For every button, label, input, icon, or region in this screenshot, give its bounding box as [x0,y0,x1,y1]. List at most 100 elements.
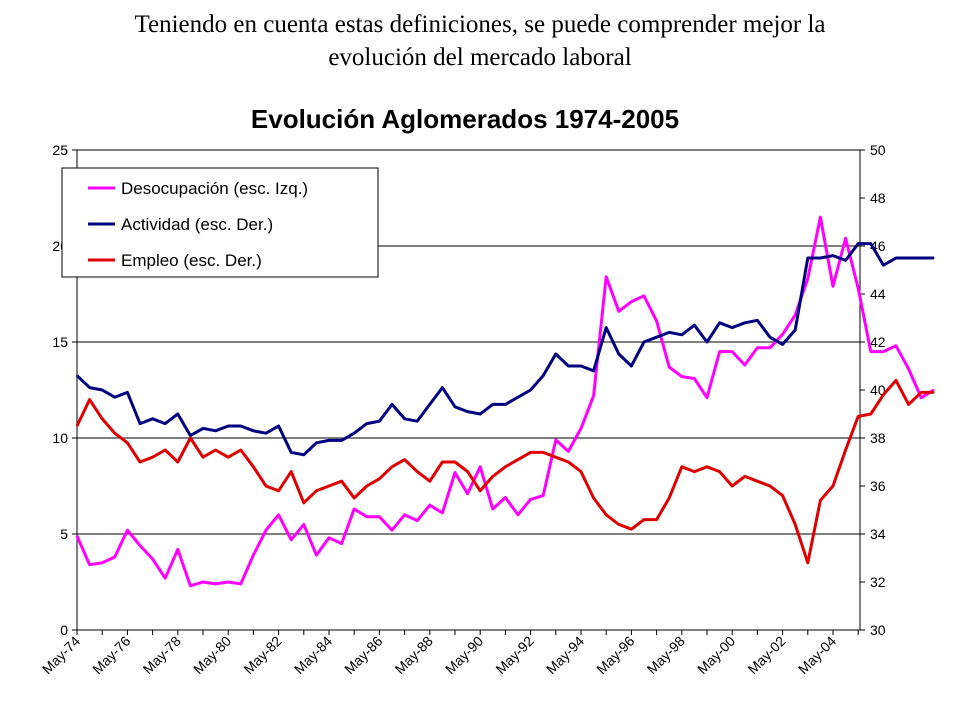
data-point [756,319,759,322]
data-point [933,257,935,259]
data-point [290,539,293,541]
data-point [857,287,859,290]
data-point [882,264,885,267]
data-point [895,345,897,347]
data-point [189,437,192,439]
data-point [555,353,557,355]
data-point [466,470,469,473]
data-point [76,535,78,537]
data-point [151,418,154,420]
data-point [139,422,141,425]
data-point [756,347,759,349]
data-point [492,508,494,510]
data-point [895,257,897,259]
data-point [76,425,78,427]
data-point [907,257,910,259]
data-point [718,350,721,353]
x-tick-label: May-90 [442,633,486,677]
data-point [76,374,78,377]
data-point [403,514,406,516]
data-point [403,418,406,420]
data-point [441,512,444,514]
data-point [605,275,607,278]
data-point [214,583,217,585]
data-point [794,314,796,316]
data-point [416,470,419,473]
legend-label-empleo: Empleo (esc. Der.) [121,251,262,270]
data-point [441,386,444,389]
data-point [580,365,582,367]
data-point [517,396,519,399]
data-point [164,577,166,579]
data-point [265,485,267,487]
data-point [252,554,255,556]
data-point [454,471,456,474]
data-point [139,461,141,463]
data-point [870,413,872,415]
data-point [655,320,658,322]
data-point [340,439,343,442]
data-point [416,519,419,522]
data-point [492,403,494,406]
x-tick-label: May-00 [694,633,738,677]
right-tick-label: 34 [870,526,886,542]
data-point [807,277,809,280]
data-point [794,523,796,526]
data-point [466,410,469,413]
data-point [731,326,733,329]
data-point [542,451,544,454]
x-tick-label: May-86 [341,633,385,677]
data-point [668,366,670,368]
data-point [605,326,607,329]
data-point [794,329,796,331]
data-point [681,334,683,336]
data-point [655,518,658,521]
series-1 [75,242,935,457]
data-point [933,389,935,391]
data-point [479,466,482,468]
data-point [731,485,733,487]
data-point [769,336,771,339]
data-point [265,432,267,435]
data-point [857,415,859,418]
series-layer [75,215,935,588]
data-point [592,370,595,372]
series-line [75,378,934,565]
data-point [529,451,532,454]
data-point [529,498,532,501]
data-point [504,496,507,499]
data-point [315,442,318,444]
data-point [756,480,759,483]
data-point [303,523,305,526]
data-point [114,432,116,435]
data-point [920,396,922,399]
x-tick-label: May-82 [240,633,284,677]
series-0 [75,215,935,588]
data-point [328,439,330,442]
headline-line-1: Teniendo en cuenta estas definiciones, s… [134,11,826,38]
data-point [744,364,746,366]
data-point [580,470,582,473]
data-point [88,398,91,401]
data-point [857,242,859,245]
data-point [429,403,431,406]
data-point [706,341,708,343]
x-tick-label: May-02 [744,633,788,677]
series-2 [75,378,935,565]
data-point [114,396,116,399]
data-point [920,257,922,259]
data-point [882,350,885,353]
data-point [240,583,242,585]
data-point [529,389,532,391]
data-point [668,331,670,334]
data-point [844,259,847,262]
data-point [618,310,620,313]
data-point [479,490,482,492]
data-point [378,478,381,480]
data-point [429,480,431,483]
data-point [151,456,154,459]
data-point [441,461,444,463]
data-point [391,466,393,468]
